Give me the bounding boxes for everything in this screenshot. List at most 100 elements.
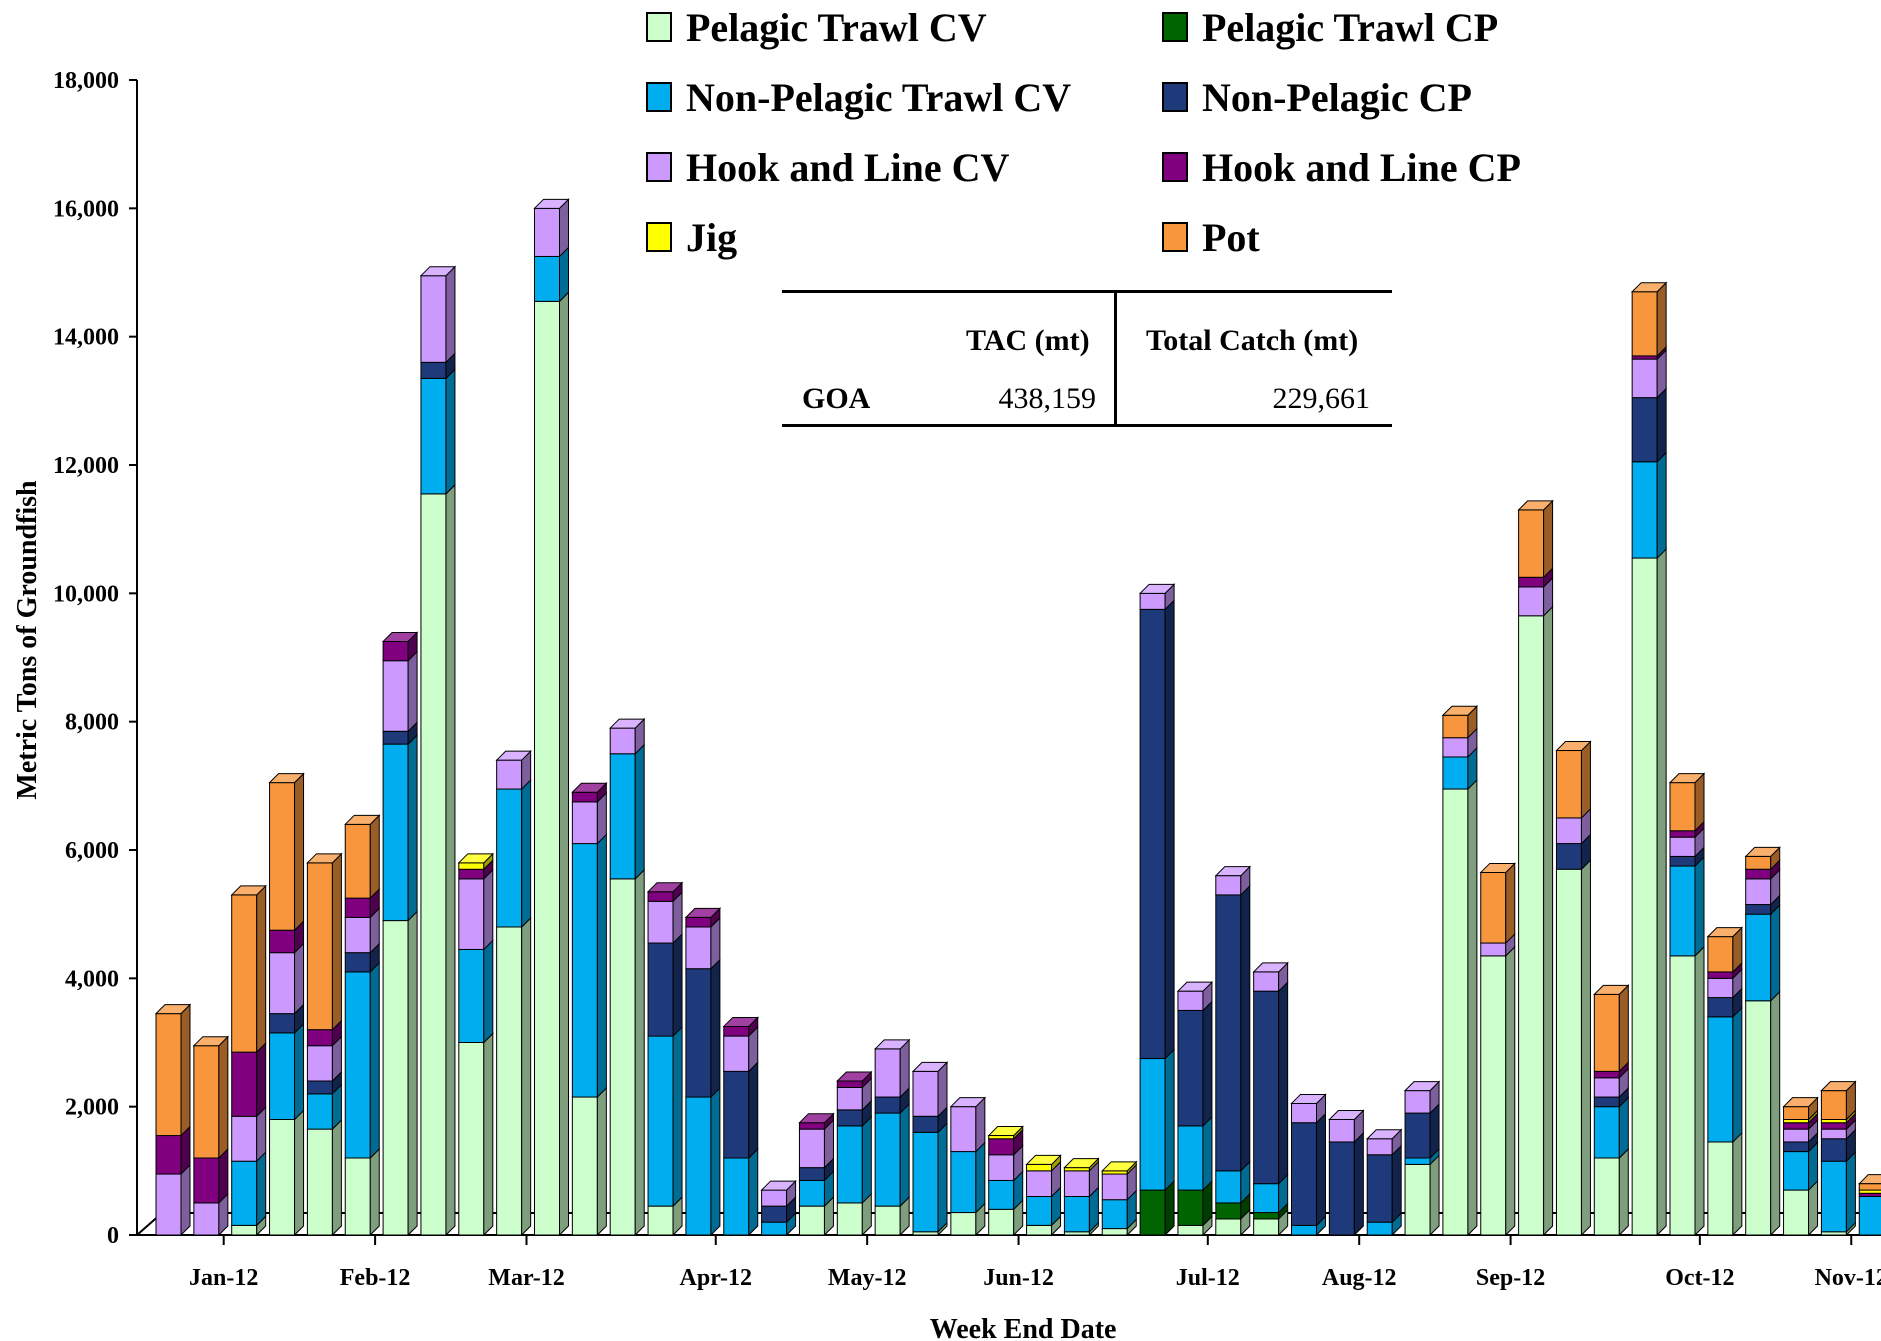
tac-header: TAC (mt) <box>966 324 1090 358</box>
x-tick-label: Mar-12 <box>488 1265 564 1291</box>
bar-front <box>1254 991 1279 1184</box>
bar-front <box>1216 1171 1241 1203</box>
bar-week <box>572 783 606 1235</box>
bar-front <box>1708 1142 1733 1235</box>
bar-front <box>1632 462 1657 558</box>
legend-label: Non-Pelagic Trawl CV <box>686 74 1071 121</box>
bar-front <box>1556 869 1581 1235</box>
bar-front <box>1064 1197 1089 1232</box>
bar-front <box>1329 1142 1354 1235</box>
bar-front <box>383 641 408 660</box>
bar-front <box>913 1132 938 1231</box>
bar-week <box>951 1098 985 1235</box>
bar-front <box>1519 510 1544 577</box>
legend-swatch <box>1162 12 1188 42</box>
bar-side <box>900 1104 909 1206</box>
bar-front <box>1254 1213 1279 1219</box>
y-tick-label: 6,000 <box>65 838 119 864</box>
bar-side <box>219 1037 228 1158</box>
bar-front <box>421 378 446 494</box>
bar-week <box>686 908 720 1235</box>
bar-front <box>1254 1184 1279 1213</box>
bar-side <box>408 652 417 732</box>
bar-front <box>610 879 635 1235</box>
bar-side <box>1203 1001 1212 1125</box>
bar-front <box>1859 1184 1881 1190</box>
bar-front <box>1102 1174 1127 1200</box>
bar-segment <box>345 1149 379 1235</box>
bar-week <box>1594 985 1628 1235</box>
bar-front <box>1594 994 1619 1071</box>
bar-side <box>1619 1098 1628 1158</box>
bar-front <box>383 921 408 1235</box>
bar-week <box>1821 1082 1855 1235</box>
bar-front <box>1405 1158 1430 1164</box>
bar-segment <box>1405 1155 1439 1235</box>
bar-front <box>724 1026 749 1036</box>
legend-label: Non-Pelagic CP <box>1202 74 1472 121</box>
bar-side <box>597 835 606 1097</box>
bar-front <box>686 1097 711 1235</box>
x-axis-title: Week End Date <box>930 1314 1117 1341</box>
bar-front <box>1329 1120 1354 1142</box>
bar-week <box>1746 847 1780 1235</box>
tac-value: 438,159 <box>999 382 1097 416</box>
y-tick-label: 14,000 <box>53 325 119 351</box>
y-tick-label: 16,000 <box>53 196 119 222</box>
bar-week <box>1670 774 1704 1235</box>
bar-side <box>1165 1050 1174 1191</box>
bar-front <box>1746 869 1771 879</box>
bar-week <box>535 199 569 1235</box>
x-tick-label: Jul-12 <box>1176 1265 1240 1291</box>
bar-week <box>1708 928 1742 1235</box>
bar-segment <box>1329 1133 1363 1235</box>
x-tick-label: Feb-12 <box>340 1265 411 1291</box>
bar-front <box>762 1190 787 1206</box>
bar-front <box>989 1180 1014 1209</box>
bar-front <box>572 792 597 802</box>
bar-front <box>1140 1059 1165 1191</box>
bar-side <box>1771 905 1780 1001</box>
bar-week <box>307 854 341 1235</box>
bar-front <box>1367 1139 1392 1155</box>
bar-side <box>295 774 304 931</box>
bar-week <box>345 815 379 1235</box>
bar-front <box>913 1071 938 1116</box>
bar-segment <box>270 944 304 1014</box>
bar-front <box>686 917 711 927</box>
bar-segment <box>232 1152 266 1225</box>
bar-front <box>1821 1091 1846 1120</box>
x-tick-label: Oct-12 <box>1665 1265 1734 1291</box>
bar-front <box>1556 751 1581 818</box>
bar-segment <box>497 918 531 1235</box>
bar-front <box>421 276 446 363</box>
bar-front <box>1670 866 1695 956</box>
bar-week <box>762 1181 796 1235</box>
bar-front <box>1178 991 1203 1010</box>
bar-segment <box>1443 780 1477 1235</box>
bar-week <box>421 267 455 1235</box>
total-catch-header: Total Catch (mt) <box>1146 324 1358 358</box>
y-tick-label: 2,000 <box>65 1095 119 1121</box>
bar-front <box>1784 1129 1809 1142</box>
bar-front <box>1670 856 1695 866</box>
bar-front <box>1556 844 1581 870</box>
bar-front <box>799 1168 824 1181</box>
bar-front <box>307 1046 332 1081</box>
bar-side <box>295 944 304 1014</box>
bar-front <box>1519 587 1544 616</box>
bar-side <box>1695 947 1704 1235</box>
bar-front <box>951 1213 976 1235</box>
bar-segment <box>572 835 606 1097</box>
bar-week <box>1216 867 1250 1235</box>
bar-side <box>635 870 644 1235</box>
bar-segment <box>1708 1133 1742 1235</box>
bar-week <box>1367 1130 1401 1235</box>
bar-segment <box>1632 283 1666 356</box>
bar-side <box>711 960 720 1097</box>
bar-side <box>295 1024 304 1120</box>
bar-front <box>837 1110 862 1126</box>
bar-side <box>1619 985 1628 1071</box>
bar-front <box>345 972 370 1158</box>
bar-front <box>345 1158 370 1235</box>
